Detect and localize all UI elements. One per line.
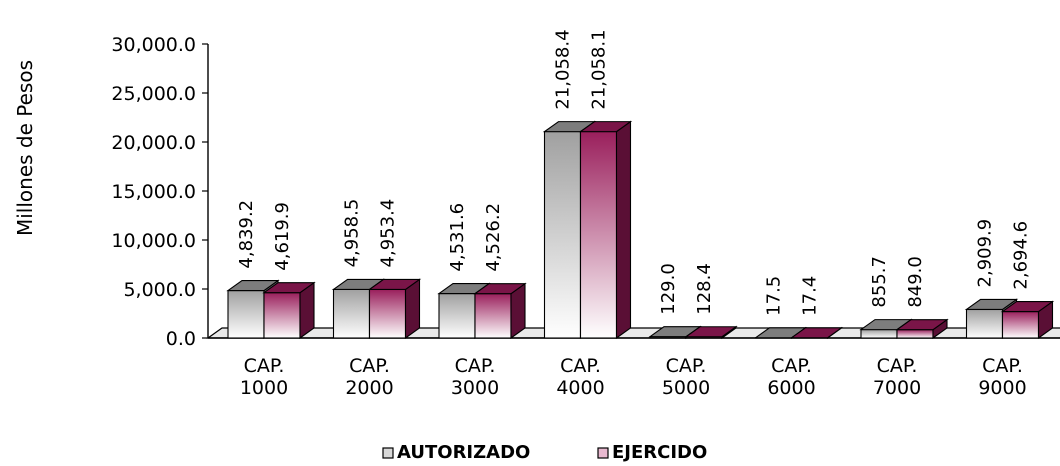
data-label: 129.0 — [658, 263, 679, 315]
data-label: 4,531.6 — [447, 203, 468, 272]
bar-ejercido-5 — [789, 326, 844, 340]
x-axis-categories: CAP.1000CAP.2000CAP.3000CAP.4000CAP.5000… — [240, 355, 1027, 399]
data-label: 855.7 — [869, 256, 890, 308]
bar-ejercido-0 — [262, 281, 316, 340]
bar-ejercido-4 — [684, 325, 738, 340]
y-tick-label: 30,000.0 — [111, 34, 196, 56]
bar-front — [332, 288, 371, 339]
x-category-label: 6000 — [767, 377, 815, 399]
bar-top — [789, 327, 844, 339]
bar-ejercido-6 — [895, 318, 949, 340]
bar-top — [473, 283, 527, 295]
bars — [226, 120, 1055, 340]
data-labels: 4,839.2 4,619.9 4,958.5 4,953.4 4,531.6 4,526… — [236, 29, 1032, 315]
x-category-label: 4000 — [556, 377, 604, 399]
data-label: 2,909.9 — [975, 219, 996, 288]
legend-swatch — [382, 447, 394, 459]
bar-ejercido-3 — [578, 120, 633, 340]
bar-front — [965, 308, 1004, 339]
legend: AUTORIZADO EJERCIDO — [382, 442, 707, 463]
x-category-label: 1000 — [240, 377, 288, 399]
bar-top — [964, 298, 1019, 311]
bar-front — [543, 131, 582, 339]
bar-ejercido-2 — [473, 282, 527, 340]
x-category-label: CAP. — [244, 355, 285, 377]
bar-front — [860, 329, 898, 339]
data-label: 128.4 — [694, 263, 715, 315]
data-label: 4,958.5 — [342, 199, 363, 268]
bar-top — [578, 121, 633, 133]
legend-swatch — [597, 447, 609, 459]
y-axis-ticks: 0.0 5,000.0 10,000.0 15,000.0 20,000.0 25,000… — [111, 34, 208, 350]
bar-top — [1000, 301, 1055, 313]
data-label: 4,839.2 — [236, 200, 257, 269]
x-category-label: 9000 — [978, 377, 1026, 399]
bar-top — [262, 282, 316, 294]
bar-front — [579, 131, 618, 339]
bar-front — [896, 329, 934, 339]
data-label: 849.0 — [905, 256, 926, 308]
x-category-label: 5000 — [662, 377, 710, 399]
x-category-label: 7000 — [873, 377, 921, 399]
y-tick-label: 20,000.0 — [111, 132, 196, 154]
x-category-label: CAP. — [349, 355, 390, 377]
y-tick-label: 5,000.0 — [123, 279, 196, 301]
bar-top — [226, 280, 280, 292]
bar-front — [368, 288, 407, 339]
data-label: 21,058.1 — [589, 29, 610, 109]
y-tick-label: 10,000.0 — [111, 230, 196, 252]
data-label: 4,953.4 — [378, 199, 399, 268]
bar-front — [474, 293, 512, 339]
data-label: 4,619.9 — [272, 202, 293, 271]
y-tick-label: 25,000.0 — [111, 83, 196, 105]
y-tick-label: 15,000.0 — [111, 181, 196, 203]
y-axis-label: Millones de Pesos — [13, 60, 37, 236]
data-label: 17.4 — [800, 276, 821, 316]
x-category-label: CAP. — [982, 355, 1023, 377]
bar-top — [895, 319, 949, 331]
x-category-label: 2000 — [345, 377, 393, 399]
bar-ejercido-1 — [367, 278, 422, 340]
x-category-label: CAP. — [455, 355, 496, 377]
x-category-label: 3000 — [451, 377, 499, 399]
bar-side — [615, 120, 632, 340]
legend-label: EJERCIDO — [612, 442, 707, 463]
x-category-label: CAP. — [560, 355, 601, 377]
x-category-label: CAP. — [666, 355, 707, 377]
bar-ejercido-7 — [1000, 300, 1055, 340]
bar-front — [438, 293, 476, 339]
x-category-label: CAP. — [877, 355, 918, 377]
bar-top — [367, 278, 422, 291]
x-category-label: CAP. — [771, 355, 812, 377]
y-tick-label: 0.0 — [166, 328, 196, 350]
bar-front — [263, 292, 301, 339]
legend-label: AUTORIZADO — [397, 442, 530, 463]
data-label: 21,058.4 — [553, 29, 574, 109]
bar-front — [1001, 311, 1040, 339]
bar-top — [684, 326, 738, 338]
data-label: 2,694.6 — [1011, 221, 1032, 290]
bar-front — [227, 290, 265, 339]
data-label: 4,526.2 — [483, 203, 504, 272]
data-label: 17.5 — [764, 276, 785, 316]
